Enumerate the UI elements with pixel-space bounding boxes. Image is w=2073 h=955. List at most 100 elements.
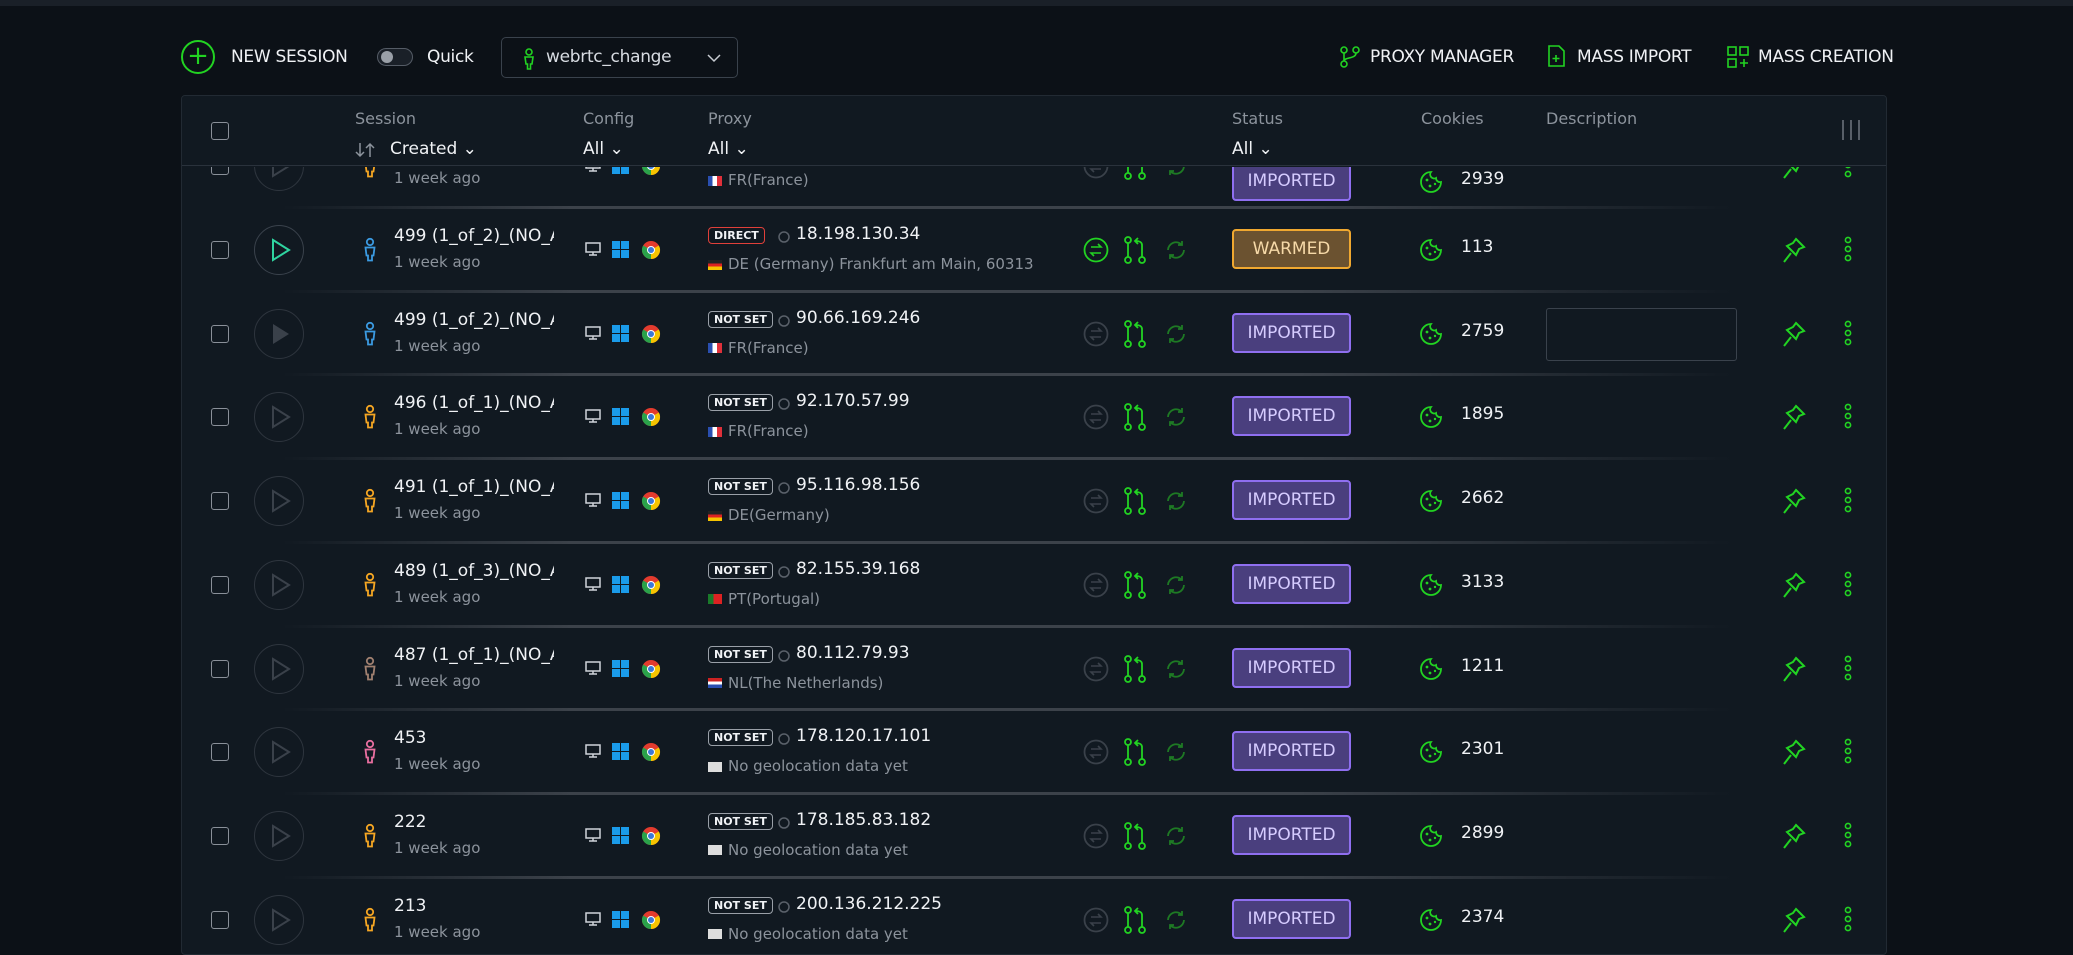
table-row[interactable]: 222 1 week ago NOT SET 178.185.83.182 No…	[182, 791, 1886, 878]
swap-proxy-icon[interactable]	[1083, 739, 1109, 765]
launch-session-button[interactable]	[254, 308, 304, 359]
proxy-ip[interactable]: 18.198.130.34	[796, 224, 921, 244]
session-name[interactable]: 453	[394, 728, 427, 749]
table-row[interactable]: 499 (1_of_2)_(NO_AD 1 week ago DIRECT 18…	[182, 206, 1886, 292]
sort-dropdown[interactable]: Created ⌄	[390, 139, 477, 159]
proxy-ip[interactable]: 178.120.17.101	[796, 726, 932, 747]
table-row[interactable]: 213 1 week ago NOT SET 200.136.212.225 N…	[182, 875, 1886, 954]
refresh-icon[interactable]	[1164, 908, 1188, 932]
proxy-branch-icon[interactable]	[1124, 236, 1148, 264]
table-row[interactable]: 489 (1_of_3)_(NO_AD 1 week ago NOT SET 8…	[182, 540, 1886, 627]
more-options-icon[interactable]	[1844, 403, 1852, 429]
launch-session-button[interactable]	[254, 894, 304, 945]
proxy-branch-icon[interactable]	[1124, 654, 1148, 683]
session-name[interactable]: 496 (1_of_1)_(NO_AD	[394, 393, 554, 414]
proxy-ip[interactable]: 178.185.83.182	[796, 809, 932, 830]
launch-session-button[interactable]	[254, 392, 304, 443]
proxy-branch-icon[interactable]	[1124, 487, 1148, 515]
row-checkbox[interactable]	[211, 826, 229, 845]
select-all-checkbox[interactable]	[211, 122, 229, 140]
proxy-ip[interactable]: 95.116.98.156	[796, 475, 921, 496]
status-badge[interactable]: IMPORTED	[1232, 480, 1351, 521]
launch-session-button[interactable]	[254, 810, 304, 861]
status-badge[interactable]: WARMED	[1232, 229, 1351, 269]
swap-proxy-icon[interactable]	[1083, 823, 1109, 849]
table-row[interactable]: 496 (1_of_1)_(NO_AD 1 week ago NOT SET 9…	[182, 373, 1886, 459]
proxy-manager-icon[interactable]	[1340, 46, 1360, 68]
mass-import-icon[interactable]	[1547, 45, 1567, 67]
table-row[interactable]: 487 (1_of_1)_(NO_AD 1 week ago NOT SET 8…	[182, 624, 1886, 711]
more-options-icon[interactable]	[1844, 906, 1852, 932]
launch-session-button[interactable]	[254, 559, 304, 610]
status-badge[interactable]: IMPORTED	[1232, 898, 1351, 939]
pin-icon[interactable]	[1782, 488, 1806, 514]
proxy-branch-icon[interactable]	[1124, 167, 1148, 180]
row-checkbox[interactable]	[211, 910, 229, 929]
proxy-branch-icon[interactable]	[1124, 905, 1148, 934]
proxy-ip[interactable]: 82.155.39.168	[796, 558, 921, 579]
refresh-icon[interactable]	[1164, 824, 1188, 848]
row-checkbox[interactable]	[211, 492, 229, 511]
refresh-icon[interactable]	[1164, 167, 1188, 178]
pin-icon[interactable]	[1782, 321, 1806, 347]
proxy-ip[interactable]: 200.136.212.225	[796, 893, 943, 914]
pin-icon[interactable]	[1782, 655, 1806, 682]
table-row[interactable]: 491 (1_of_1)_(NO_AD 1 week ago NOT SET 9…	[182, 457, 1886, 543]
new-session-plus-icon[interactable]: +	[181, 40, 215, 74]
swap-proxy-icon[interactable]	[1083, 572, 1109, 598]
more-options-icon[interactable]	[1844, 487, 1852, 513]
session-name[interactable]: 499 (1_of_2)_(NO_AD	[394, 226, 554, 246]
session-name[interactable]: 222	[394, 811, 427, 832]
proxy-branch-icon[interactable]	[1124, 570, 1148, 599]
sort-direction-icon[interactable]	[355, 142, 375, 158]
new-session-button[interactable]: NEW SESSION	[231, 47, 348, 67]
status-badge[interactable]: IMPORTED	[1232, 312, 1351, 353]
launch-session-button[interactable]	[254, 727, 304, 778]
row-checkbox[interactable]	[211, 659, 229, 678]
row-checkbox[interactable]	[211, 743, 229, 762]
session-name[interactable]: 213	[394, 895, 427, 916]
more-options-icon[interactable]	[1844, 320, 1852, 346]
columns-settings-icon[interactable]	[1841, 120, 1861, 140]
row-checkbox[interactable]	[211, 324, 229, 343]
refresh-icon[interactable]	[1164, 238, 1188, 262]
launch-session-button[interactable]	[254, 643, 304, 694]
pin-icon[interactable]	[1782, 237, 1806, 263]
row-checkbox[interactable]	[211, 241, 229, 259]
more-options-icon[interactable]	[1844, 167, 1852, 178]
proxy-ip[interactable]: 80.112.79.93	[796, 642, 910, 663]
session-name[interactable]: 487 (1_of_1)_(NO_AD	[394, 644, 554, 665]
proxy-ip[interactable]: 90.66.169.246	[796, 307, 921, 328]
table-row[interactable]: 1 week ago FR(France) IMPORTED 2939	[182, 167, 1886, 208]
proxy-filter[interactable]: All ⌄	[708, 139, 749, 159]
status-filter[interactable]: All ⌄	[1232, 139, 1273, 159]
refresh-icon[interactable]	[1164, 740, 1188, 764]
refresh-icon[interactable]	[1164, 657, 1188, 681]
quick-toggle[interactable]	[377, 48, 413, 66]
swap-proxy-icon[interactable]	[1083, 167, 1109, 179]
swap-proxy-icon[interactable]	[1083, 237, 1109, 263]
pin-icon[interactable]	[1782, 823, 1806, 849]
more-options-icon[interactable]	[1844, 822, 1852, 848]
status-badge[interactable]: IMPORTED	[1232, 647, 1351, 688]
proxy-branch-icon[interactable]	[1124, 821, 1148, 850]
proxy-manager-button[interactable]: PROXY MANAGER	[1370, 47, 1514, 67]
swap-proxy-icon[interactable]	[1083, 321, 1109, 347]
pin-icon[interactable]	[1782, 572, 1806, 598]
session-name[interactable]: 491 (1_of_1)_(NO_AD	[394, 477, 554, 498]
swap-proxy-icon[interactable]	[1083, 488, 1109, 514]
table-row[interactable]: 499 (1_of_2)_(NO_AD 1 week ago NOT SET 9…	[182, 289, 1886, 376]
launch-session-button[interactable]	[254, 167, 304, 191]
more-options-icon[interactable]	[1844, 738, 1852, 764]
pin-icon[interactable]	[1782, 404, 1806, 431]
pin-icon[interactable]	[1782, 907, 1806, 933]
launch-session-button[interactable]	[254, 225, 304, 275]
row-checkbox[interactable]	[211, 408, 229, 427]
status-badge[interactable]: IMPORTED	[1232, 814, 1351, 855]
swap-proxy-icon[interactable]	[1083, 907, 1109, 933]
status-badge[interactable]: IMPORTED	[1232, 731, 1351, 772]
pin-icon[interactable]	[1782, 167, 1806, 179]
more-options-icon[interactable]	[1844, 571, 1852, 597]
refresh-icon[interactable]	[1164, 322, 1188, 346]
status-badge[interactable]: IMPORTED	[1232, 563, 1351, 604]
